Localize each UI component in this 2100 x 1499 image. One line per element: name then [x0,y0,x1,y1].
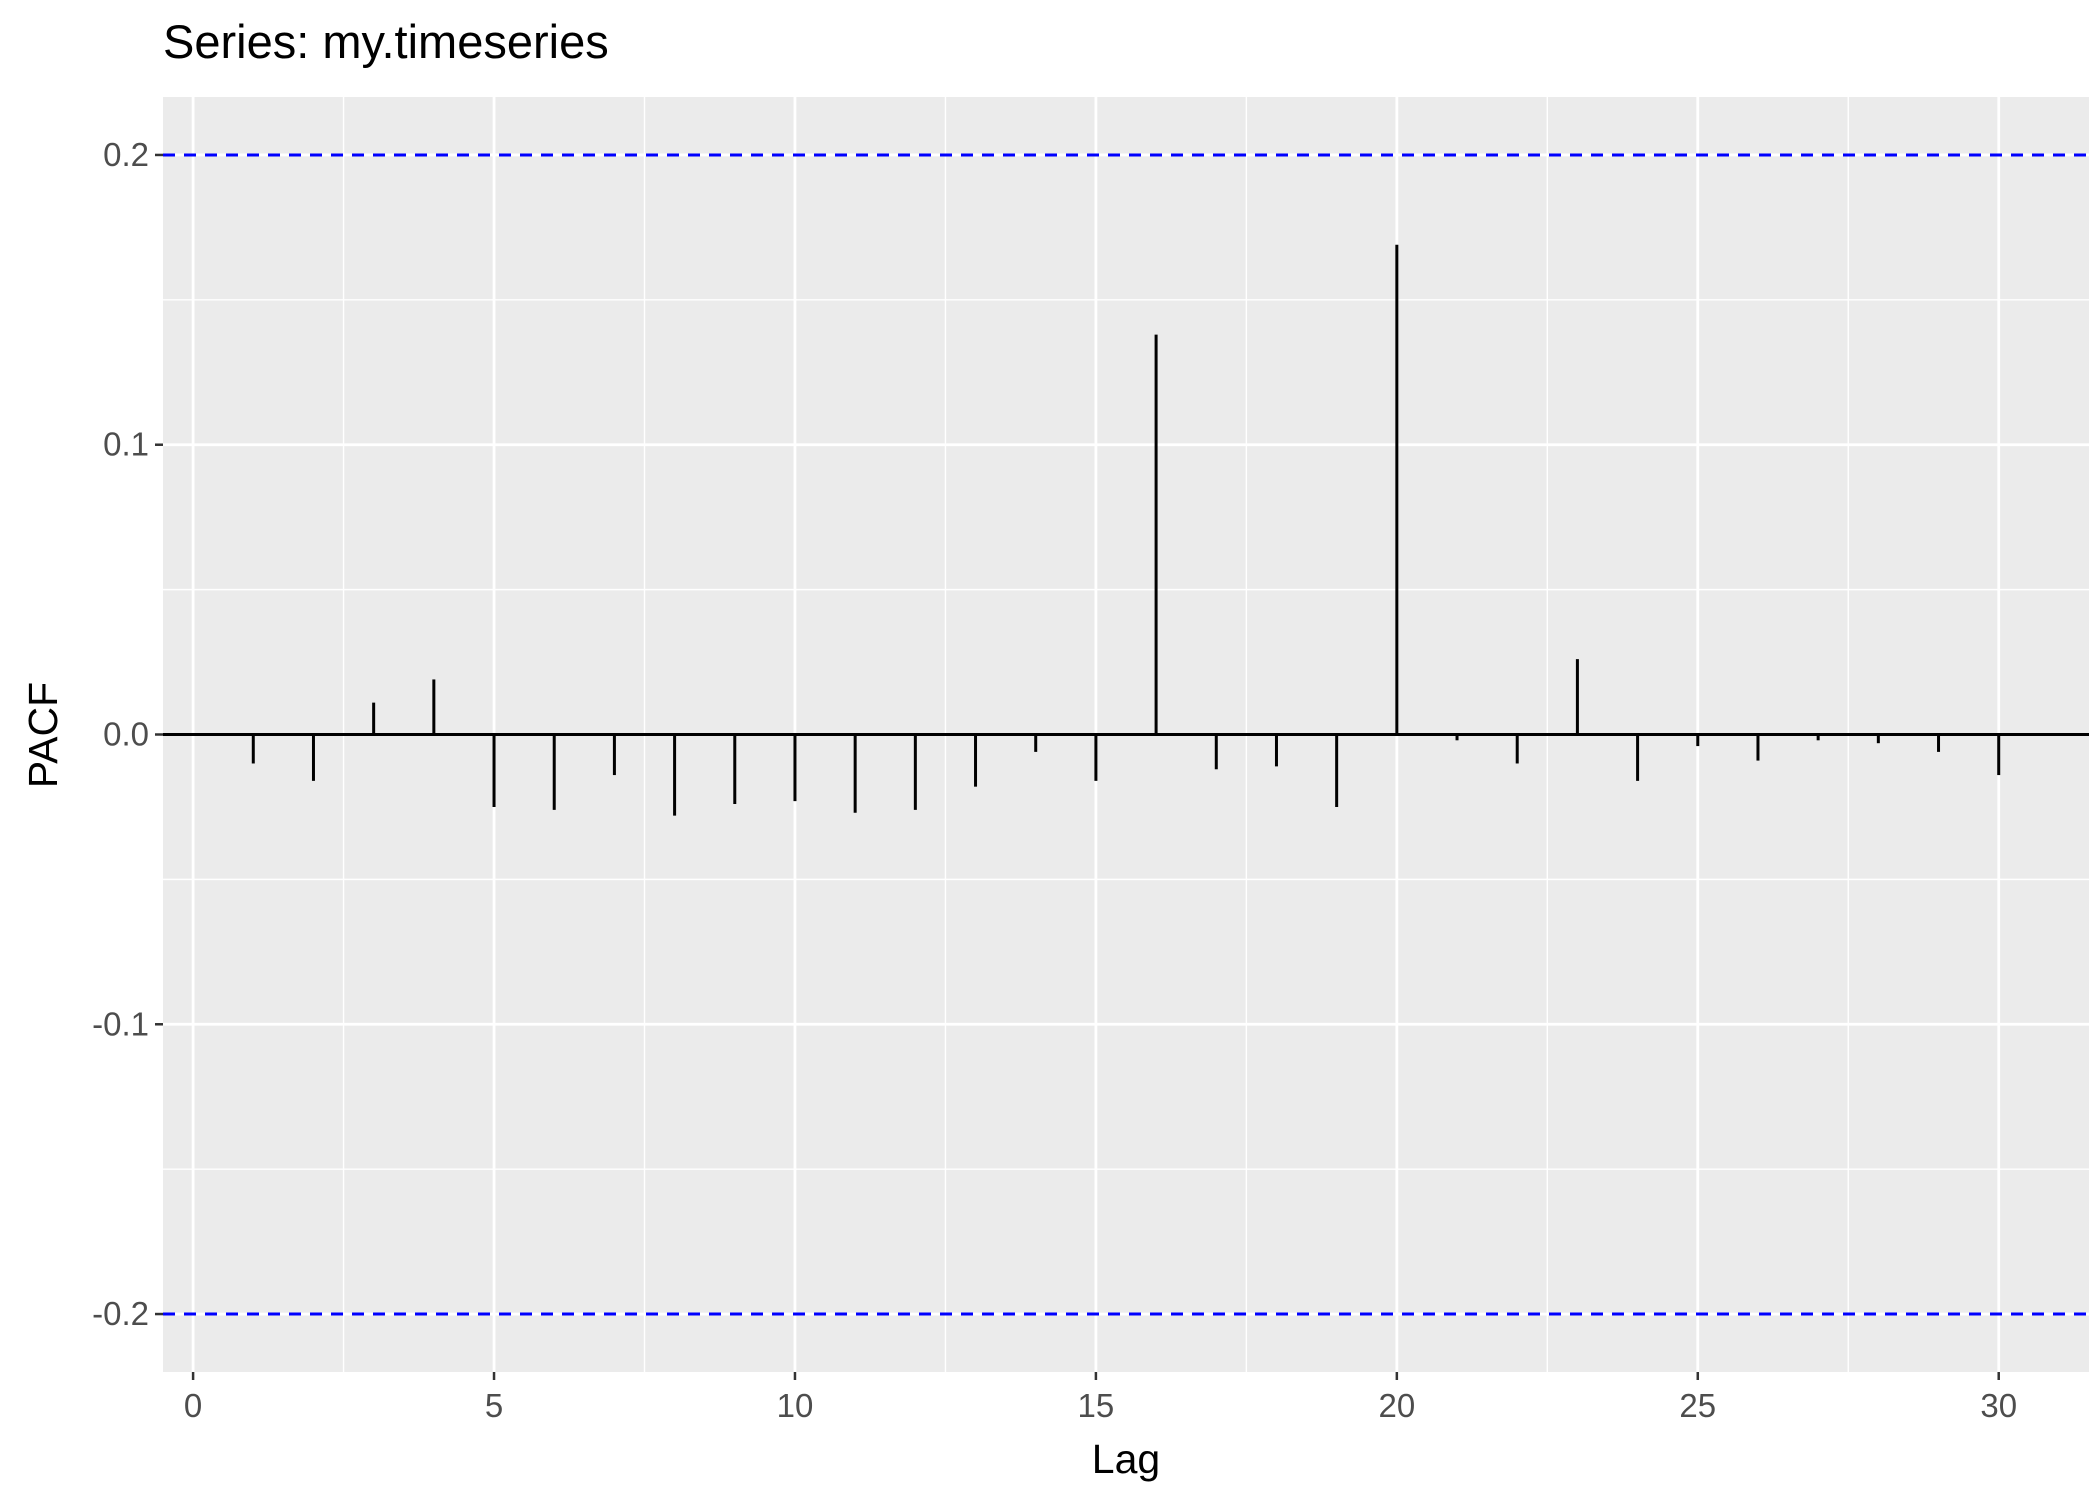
y-tick-label: 0.1 [103,426,149,463]
y-axis-title: PACF [20,682,66,788]
y-tick-label: 0.0 [103,716,149,753]
x-tick-label: 25 [1679,1387,1716,1424]
pacf-bars [163,244,2089,816]
x-tick-label: 10 [777,1387,814,1424]
x-tick-label: 20 [1378,1387,1415,1424]
x-axis-ticks: 0 5 10 15 20 25 30 [184,1372,2017,1424]
y-tick-label: -0.1 [92,1005,149,1042]
x-tick-label: 15 [1078,1387,1115,1424]
x-tick-label: 30 [1980,1387,2017,1424]
x-tick-label: 5 [485,1387,503,1424]
y-tick-label: -0.2 [92,1295,149,1332]
x-tick-label: 0 [184,1387,202,1424]
confidence-bounds [163,153,2089,1316]
x-axis-title: Lag [1092,1436,1160,1482]
y-axis-ticks: -0.2 -0.1 0.0 0.1 0.2 [92,136,163,1332]
y-tick-label: 0.2 [103,136,149,173]
chart-title: Series: my.timeseries [163,15,609,68]
